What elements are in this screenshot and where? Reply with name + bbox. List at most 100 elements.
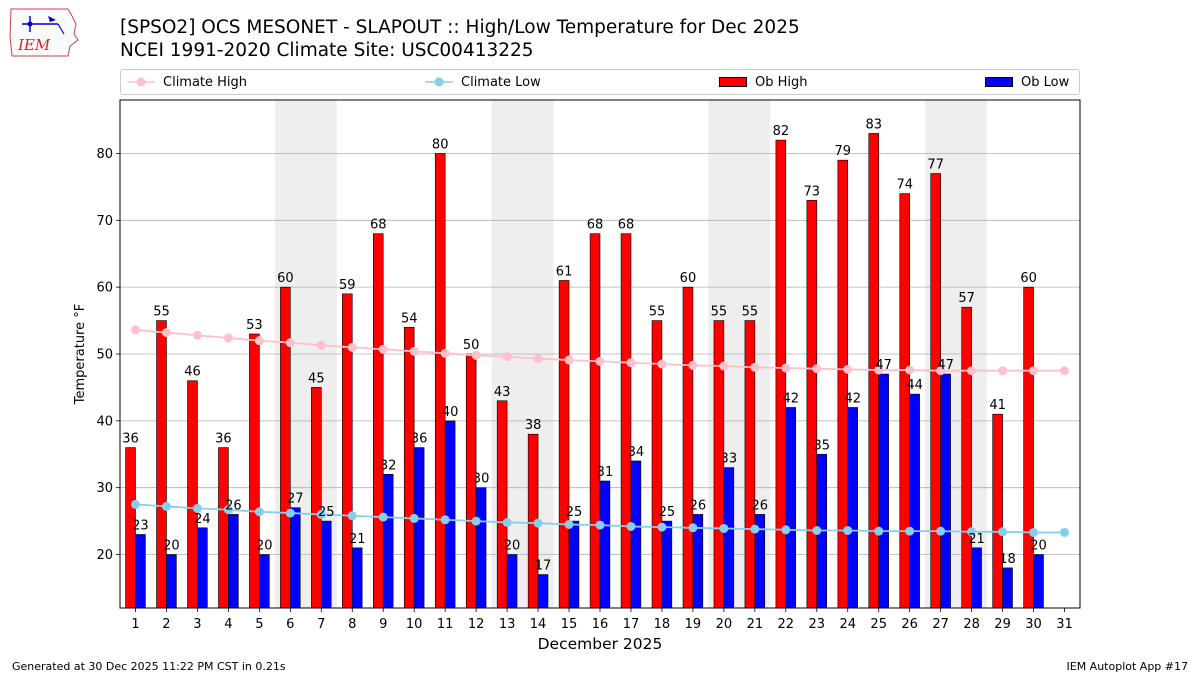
xtick-label-11: 11 xyxy=(437,617,454,632)
legend-item-climate-low: Climate Low xyxy=(425,70,541,94)
xtick-label-23: 23 xyxy=(809,617,826,632)
label-ob-low-25: 47 xyxy=(875,358,892,373)
label-ob-high-17: 68 xyxy=(618,218,635,233)
climate-low-point-8 xyxy=(347,511,357,521)
label-ob-high-24: 79 xyxy=(835,144,852,159)
bar-ob-low-20 xyxy=(723,467,735,609)
label-ob-high-27: 77 xyxy=(927,158,944,173)
label-ob-low-12: 30 xyxy=(473,472,490,487)
xtick-label-9: 9 xyxy=(379,617,387,632)
label-ob-high-10: 54 xyxy=(401,311,418,326)
bar-value-labels: 36 23 55 20 46 24 36 26 53 20 60 27 45 25 59 21 68 32 54 36… xyxy=(122,117,1047,573)
legend-item-climate-high: Climate High xyxy=(127,70,247,94)
xtick-label-3: 3 xyxy=(193,617,201,632)
climate-low-point-2 xyxy=(161,501,171,511)
climate-high-point-2 xyxy=(161,328,171,338)
climate-low-point-24 xyxy=(843,525,853,535)
label-ob-low-19: 26 xyxy=(690,498,707,513)
climate-low-point-3 xyxy=(192,503,202,513)
label-ob-high-28: 57 xyxy=(958,291,975,306)
label-ob-high-21: 55 xyxy=(742,305,759,320)
xtick-label-25: 25 xyxy=(870,617,887,632)
climate-high-point-12 xyxy=(471,350,481,360)
xtick-label-19: 19 xyxy=(685,617,702,632)
climate-high-point-26 xyxy=(905,365,915,375)
bar-ob-low-17 xyxy=(630,460,642,609)
bar-ob-high-19 xyxy=(682,286,694,609)
climate-lines xyxy=(130,325,1070,537)
climate-low-point-25 xyxy=(874,526,884,536)
xtick-label-13: 13 xyxy=(499,617,516,632)
climate-low-point-5 xyxy=(254,507,264,517)
climate-high-point-29 xyxy=(998,366,1008,376)
climate-low-point-28 xyxy=(967,527,977,537)
climate-low-point-18 xyxy=(657,522,667,532)
climate-low-point-19 xyxy=(688,523,698,533)
label-ob-high-25: 83 xyxy=(865,117,882,132)
xtick-label-18: 18 xyxy=(654,617,671,632)
climate-low-point-12 xyxy=(471,516,481,526)
climate-low-point-26 xyxy=(905,526,915,536)
label-ob-low-22: 42 xyxy=(782,391,799,406)
xtick-label-16: 16 xyxy=(592,617,609,632)
bar-ob-low-25 xyxy=(878,373,889,609)
bar-ob-low-3 xyxy=(197,527,208,609)
chart-subtitle: NCEI 1991-2020 Climate Site: USC00413225 xyxy=(120,40,534,61)
label-ob-high-29: 41 xyxy=(989,398,1006,413)
label-ob-low-26: 44 xyxy=(906,378,923,393)
label-ob-low-5: 20 xyxy=(256,539,273,554)
xtick-label-28: 28 xyxy=(963,617,980,632)
climate-low-point-15 xyxy=(564,519,574,529)
label-ob-low-7: 25 xyxy=(318,505,335,520)
climate-high-point-30 xyxy=(1029,366,1039,376)
bar-ob-low-24 xyxy=(847,407,858,609)
bar-ob-high-16 xyxy=(589,233,601,609)
logo-text: IEM xyxy=(17,36,51,54)
bar-ob-low-8 xyxy=(351,547,363,609)
xtick-label-4: 4 xyxy=(224,617,232,632)
bar-ob-low-16 xyxy=(599,480,611,609)
climate-low-point-7 xyxy=(316,509,326,519)
label-ob-high-23: 73 xyxy=(804,184,821,199)
footer-generated: Generated at 30 Dec 2025 11:22 PM CST in… xyxy=(12,660,286,673)
xtick-label-24: 24 xyxy=(839,617,856,632)
bar-ob-high-9 xyxy=(373,233,384,609)
climate-low-point-10 xyxy=(409,513,419,523)
bar-ob-low-1 xyxy=(135,534,146,609)
climate-low-point-22 xyxy=(781,525,791,535)
xtick-label-29: 29 xyxy=(994,617,1011,632)
xtick-label-17: 17 xyxy=(623,617,640,632)
climate-high-point-1 xyxy=(130,325,140,335)
climate-high-point-18 xyxy=(657,359,667,369)
climate-high-point-8 xyxy=(347,342,357,352)
label-ob-low-11: 40 xyxy=(442,405,459,420)
climate-low-point-14 xyxy=(533,518,543,528)
climate-low-point-20 xyxy=(719,523,729,533)
bar-ob-low-12 xyxy=(475,487,487,609)
bar-ob-low-22 xyxy=(785,407,797,609)
ytick-label-40: 40 xyxy=(96,414,113,429)
bar-ob-low-9 xyxy=(382,474,394,609)
bar-ob-low-26 xyxy=(909,393,920,609)
label-ob-high-1: 36 xyxy=(122,432,139,447)
label-ob-high-12: 50 xyxy=(463,338,480,353)
label-ob-low-28: 21 xyxy=(968,532,985,547)
bar-ob-high-6 xyxy=(280,286,291,609)
label-ob-high-22: 82 xyxy=(773,124,790,139)
bar-ob-low-2 xyxy=(166,554,177,609)
label-ob-low-30: 20 xyxy=(1030,539,1047,554)
bar-ob-low-27 xyxy=(940,373,951,609)
label-ob-high-11: 80 xyxy=(432,137,449,152)
legend-item-ob-high: Ob High xyxy=(719,70,808,94)
bar-ob-low-7 xyxy=(320,520,332,609)
climate-high-point-21 xyxy=(750,362,760,372)
climate-high-point-10 xyxy=(409,346,419,356)
climate-high-point-27 xyxy=(936,366,946,376)
xtick-label-22: 22 xyxy=(778,617,795,632)
bar-ob-low-6 xyxy=(290,507,301,609)
bar-ob-high-13 xyxy=(496,400,508,609)
climate-high-point-9 xyxy=(378,344,388,354)
climate-high-point-7 xyxy=(316,340,326,350)
xtick-label-26: 26 xyxy=(901,617,918,632)
climate-high-point-5 xyxy=(254,336,264,346)
